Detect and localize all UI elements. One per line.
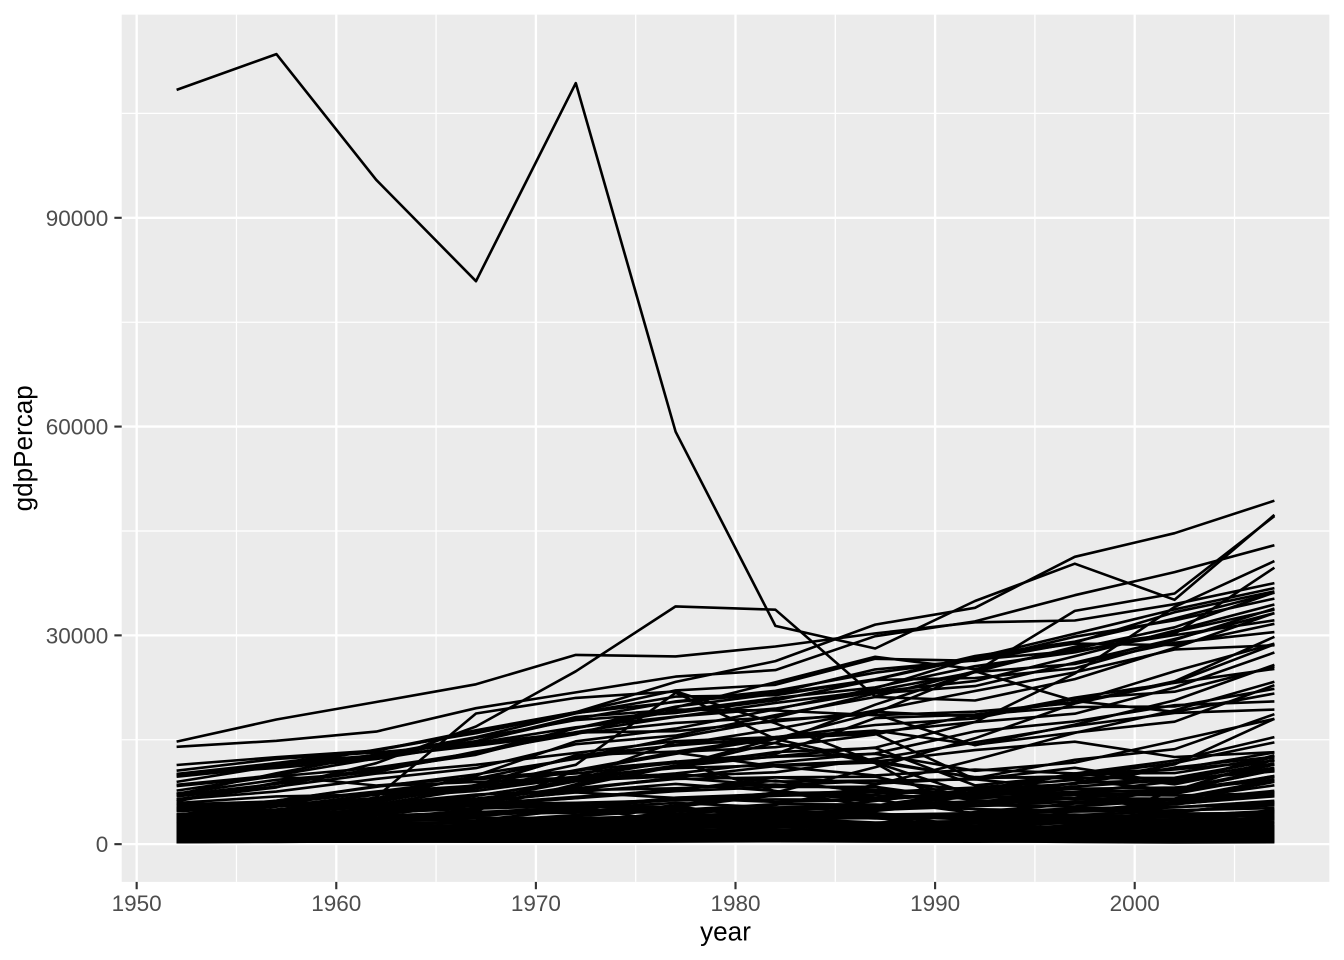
svg-text:1960: 1960 xyxy=(311,891,361,916)
svg-text:90000: 90000 xyxy=(46,206,109,231)
svg-text:1950: 1950 xyxy=(112,891,162,916)
svg-text:60000: 60000 xyxy=(46,415,109,440)
svg-text:year: year xyxy=(700,917,751,947)
svg-text:gdpPercap: gdpPercap xyxy=(8,385,38,511)
svg-text:1970: 1970 xyxy=(511,891,561,916)
svg-text:1990: 1990 xyxy=(910,891,960,916)
svg-text:2000: 2000 xyxy=(1110,891,1160,916)
svg-text:0: 0 xyxy=(96,832,109,857)
svg-text:1980: 1980 xyxy=(710,891,760,916)
svg-text:30000: 30000 xyxy=(46,623,109,648)
